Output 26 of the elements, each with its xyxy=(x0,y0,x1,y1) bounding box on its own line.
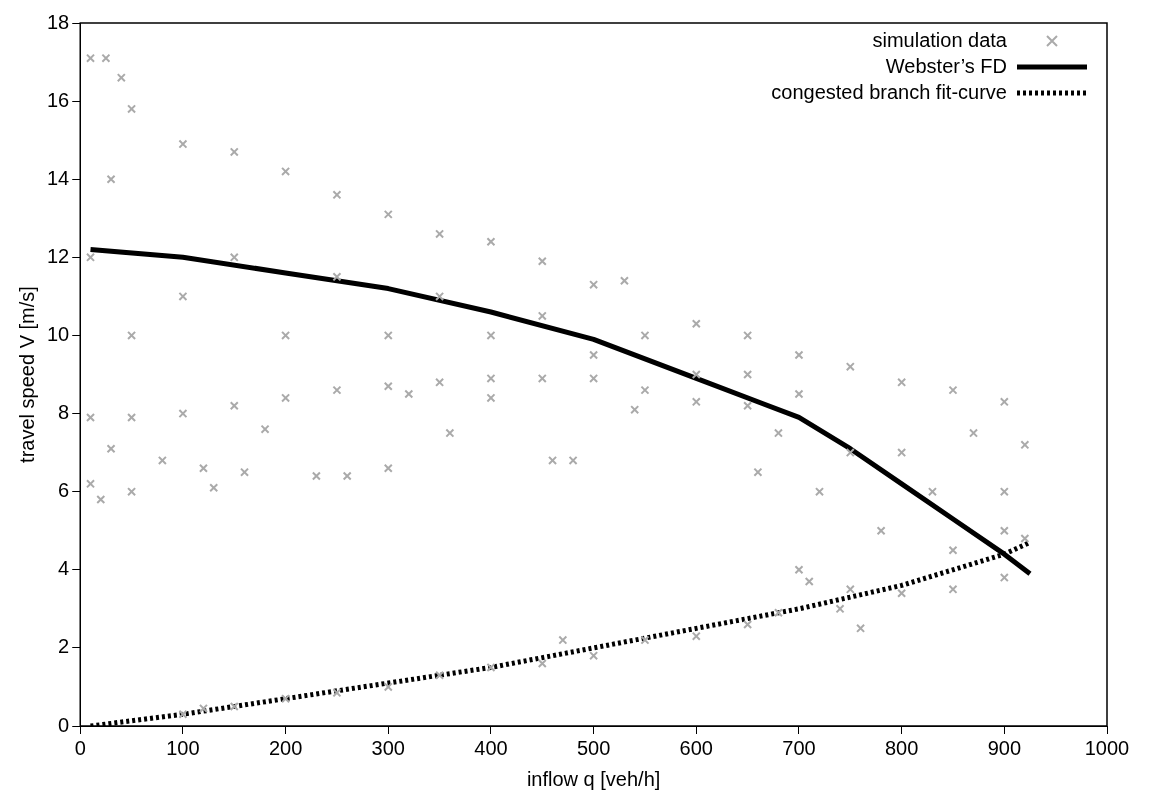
y-tick-label: 18 xyxy=(47,10,70,33)
x-tick-label: 1000 xyxy=(1084,736,1130,759)
x-tick-label: 800 xyxy=(884,736,919,759)
x-tick-label: 500 xyxy=(576,736,611,759)
x-axis-title: inflow q [veh/h] xyxy=(526,767,661,790)
y-tick-label: 14 xyxy=(47,166,70,189)
x-tick-label: 900 xyxy=(987,736,1022,759)
x-tick-label: 400 xyxy=(474,736,508,759)
legend-label: Webster’s FD xyxy=(885,54,1007,77)
x-tick-label: 300 xyxy=(371,736,405,759)
y-tick-label: 12 xyxy=(47,244,70,267)
x-tick-label: 200 xyxy=(268,736,303,759)
legend-label: congested branch fit-curve xyxy=(771,80,1007,103)
y-tick-label: 10 xyxy=(47,322,70,345)
x-tick-label: 600 xyxy=(679,736,713,759)
y-tick-label: 4 xyxy=(58,557,70,580)
y-tick-label: 6 xyxy=(58,479,70,502)
x-tick-label: 0 xyxy=(74,736,86,759)
y-tick-label: 2 xyxy=(58,635,70,658)
legend-label: simulation data xyxy=(872,28,1008,51)
y-tick-label: 0 xyxy=(58,713,70,736)
y-axis-title: travel speed V [m/s] xyxy=(15,286,38,463)
y-tick-label: 16 xyxy=(47,88,70,111)
y-tick-label: 8 xyxy=(58,401,70,424)
x-tick-label: 100 xyxy=(166,736,200,759)
x-tick-label: 700 xyxy=(782,736,816,759)
